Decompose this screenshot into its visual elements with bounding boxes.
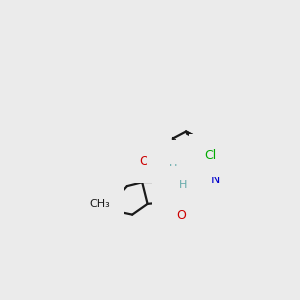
Text: H: H	[179, 180, 187, 190]
Text: H: H	[169, 164, 177, 174]
Text: O: O	[140, 155, 149, 168]
Text: O: O	[176, 209, 186, 222]
Text: CH₃: CH₃	[89, 199, 110, 209]
Text: Cl: Cl	[204, 149, 216, 162]
Text: N: N	[162, 155, 172, 168]
Text: N: N	[172, 185, 182, 198]
Text: S: S	[168, 195, 176, 208]
Text: N: N	[211, 173, 220, 187]
